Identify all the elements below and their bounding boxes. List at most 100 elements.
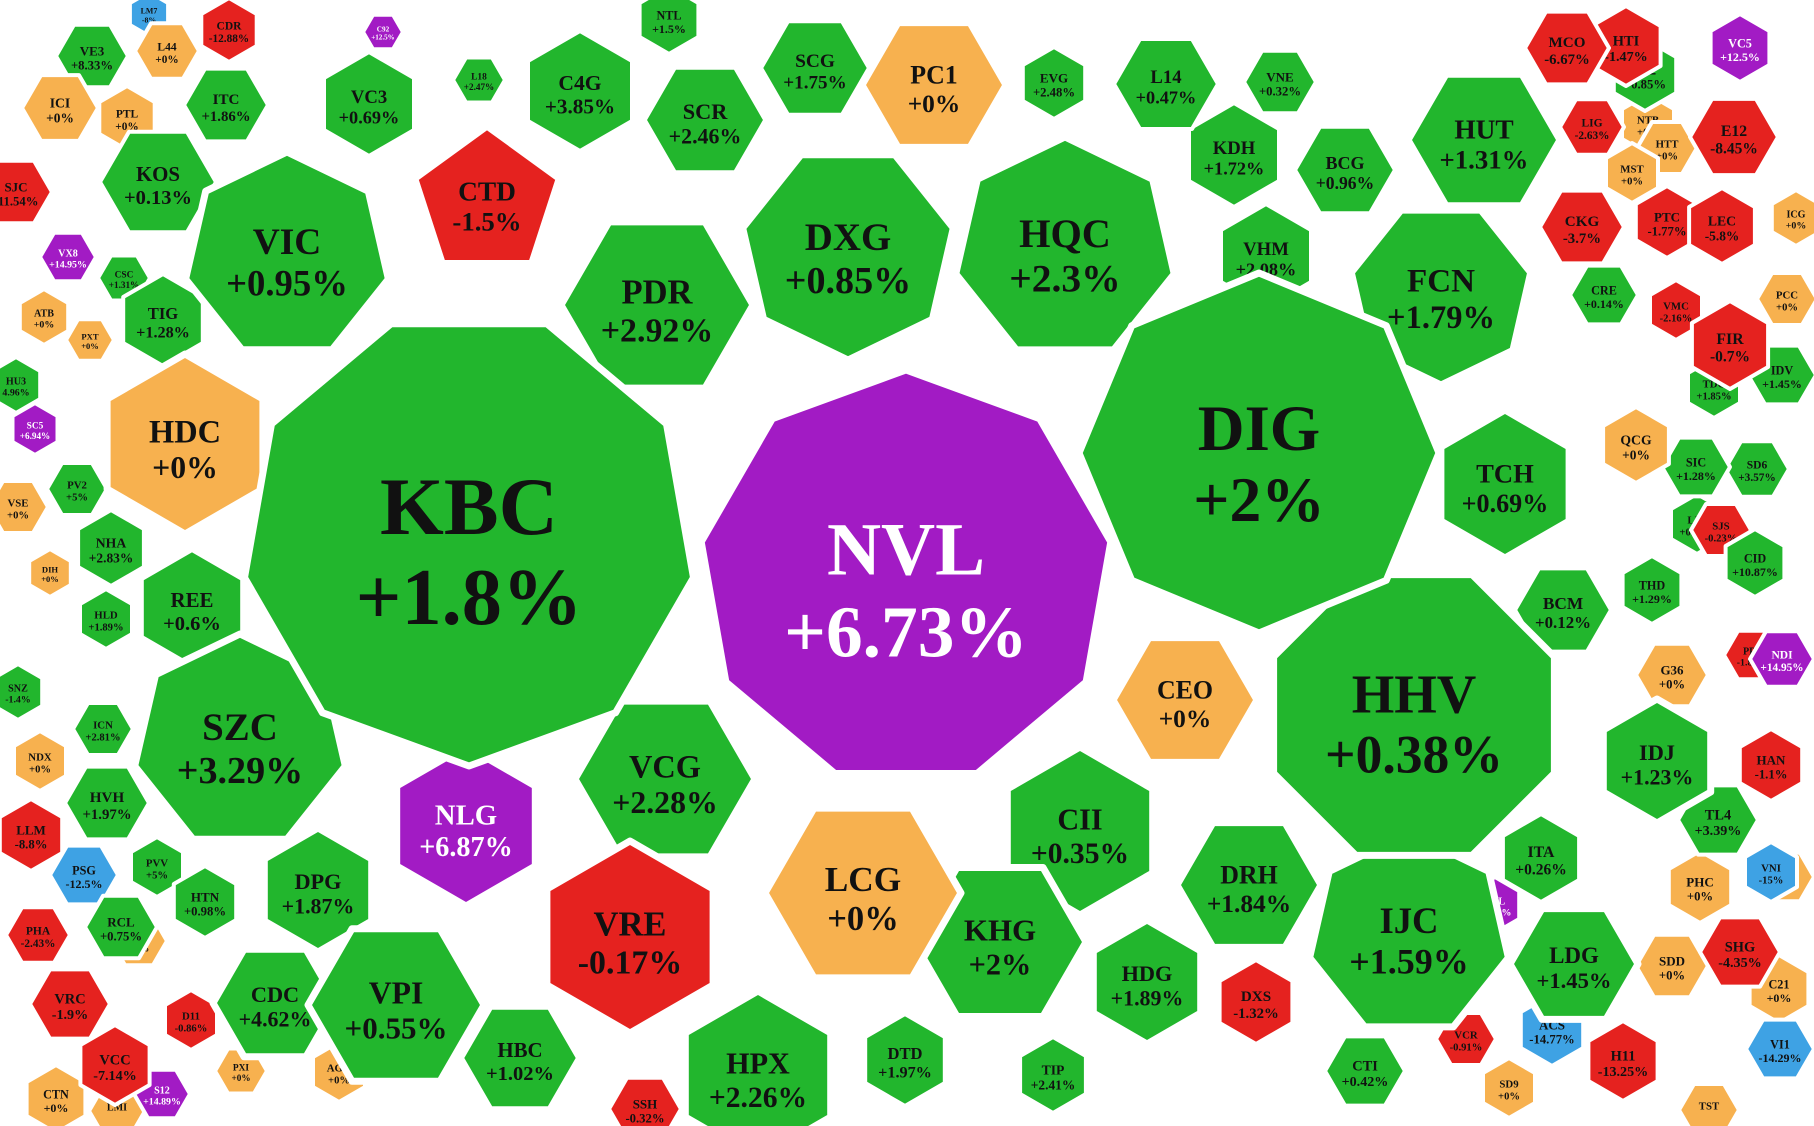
cell-sc5[interactable]: SC5+6.94% (10, 401, 60, 457)
cell-vic[interactable]: VIC+0.95% (182, 148, 392, 354)
cell-nlg[interactable]: NLG+6.87% (393, 742, 539, 910)
cell-rcl[interactable]: RCL+0.75% (83, 893, 159, 961)
cell-ceo[interactable]: CEO+0% (1109, 634, 1261, 766)
cell-tch[interactable]: TCH+0.69% (1437, 406, 1573, 562)
cell-ssh[interactable]: SSH-0.32% (607, 1075, 683, 1126)
cell-ijc[interactable]: IJC+1.59% (1306, 829, 1512, 1031)
cell-cti[interactable]: CTI+0.42% (1323, 1034, 1407, 1108)
cell-nha[interactable]: NHA+2.83% (76, 508, 146, 588)
cell-vmc[interactable]: VMC-2.16% (1648, 278, 1704, 342)
cell-g36[interactable]: G36+0% (1634, 641, 1710, 709)
cell-snz[interactable]: SNZ-1.4% (0, 662, 45, 722)
cell-itc[interactable]: ITC+1.86% (182, 66, 270, 144)
cell-kbc[interactable]: KBC+1.8% (241, 320, 697, 770)
cell-dtd[interactable]: DTD+1.97% (863, 1012, 947, 1108)
cell-evg[interactable]: EVG+2.48% (1020, 45, 1088, 121)
cell-bcm[interactable]: BCM+0.12% (1513, 566, 1613, 654)
cell-hpx[interactable]: HPX+2.26% (681, 987, 835, 1126)
cell-llm[interactable]: LLM-8.8% (0, 797, 65, 873)
cell-fir[interactable]: FIR-0.7% (1689, 299, 1771, 391)
cell-vne[interactable]: VNE+0.32% (1242, 48, 1318, 116)
cell-kdh[interactable]: KDH+1.72% (1187, 101, 1281, 209)
cell-lig[interactable]: LIG-2.63% (1558, 97, 1626, 157)
cell-mst[interactable]: MST+0% (1604, 141, 1660, 205)
cell-hld[interactable]: HLD+1.89% (78, 587, 134, 651)
cell-qcg[interactable]: QCG+0% (1601, 405, 1671, 485)
cell-icn[interactable]: ICN+2.81% (71, 701, 135, 757)
cell-l44[interactable]: L44+0% (133, 21, 201, 81)
cell-icg[interactable]: ICG+0% (1769, 188, 1814, 248)
cell-htn[interactable]: HTN+0.98% (171, 864, 239, 940)
cell-drh[interactable]: DRH+1.84% (1173, 819, 1325, 951)
cell-ckg[interactable]: CKG-3.7% (1538, 188, 1626, 266)
cell-h11[interactable]: H11-13.25% (1586, 1019, 1660, 1103)
cell-tst[interactable]: TST (1677, 1082, 1741, 1126)
cell-nvl[interactable]: NVL+6.73% (697, 366, 1115, 777)
cell-sjc[interactable]: SJC-11.54% (0, 158, 54, 226)
cell-e12[interactable]: E12-8.45% (1688, 96, 1780, 178)
cell-ndi[interactable]: NDI+14.95% (1748, 629, 1814, 689)
cell-hvh[interactable]: HVH+1.97% (63, 764, 151, 842)
cell-ptc[interactable]: PTC-1.77% (1633, 184, 1701, 260)
cell-pv2[interactable]: PV2+5% (45, 461, 109, 517)
cell-vc3[interactable]: VC3+0.69% (322, 50, 416, 158)
cell-ita[interactable]: ITA+0.26% (1500, 812, 1582, 904)
cell-pxt[interactable]: PXT+0% (64, 317, 116, 363)
cell-shg[interactable]: SHG-4.35% (1698, 915, 1782, 989)
cell-thd[interactable]: THD+1.29% (1620, 554, 1684, 626)
cell-vi1[interactable]: VI1-14.29% (1744, 1017, 1814, 1081)
cell-dpg[interactable]: DPG+1.87% (260, 824, 376, 956)
cell-scg[interactable]: SCG+1.75% (759, 19, 871, 117)
cell-vni[interactable]: VNI-15% (1743, 840, 1799, 904)
cell-ve3[interactable]: VE3+8.33% (54, 22, 130, 90)
cell-hqc[interactable]: HQC+2.3% (952, 133, 1178, 354)
cell-c4g[interactable]: C4G+3.85% (526, 29, 634, 153)
cell-kos[interactable]: KOS+0.13% (98, 129, 218, 235)
cell-cid[interactable]: CID+10.87% (1723, 527, 1787, 599)
cell-vx8[interactable]: VX8+14.95% (38, 230, 98, 284)
cell-pcc[interactable]: PCC+0% (1755, 271, 1814, 327)
cell-sic[interactable]: SIC+1.28% (1660, 435, 1732, 499)
cell-hti[interactable]: HTI-1.47% (1589, 4, 1663, 88)
cell-dih[interactable]: DIH+0% (27, 547, 73, 599)
cell-scr[interactable]: SCR+2.46% (639, 62, 771, 178)
cell-vcc[interactable]: VCC-7.14% (78, 1023, 152, 1107)
cell-bcg[interactable]: BCG+0.96% (1293, 124, 1397, 216)
cell-hhv[interactable]: HHV+0.38% (1270, 571, 1558, 859)
cell-ndx[interactable]: NDX+0% (12, 729, 68, 793)
cell-vpi[interactable]: VPI+0.55% (304, 925, 488, 1085)
cell-dxg[interactable]: DXG+0.85% (739, 151, 957, 364)
cell-han[interactable]: HAN-1.1% (1737, 727, 1805, 803)
cell-hdc[interactable]: HDC+0% (103, 350, 267, 538)
cell-ici[interactable]: ICI+0% (20, 73, 100, 143)
cell-hdg[interactable]: HDG+1.89% (1089, 916, 1205, 1048)
cell-pvv[interactable]: PVV+5% (129, 835, 185, 899)
cell-mco[interactable]: MCO-6.67% (1523, 9, 1611, 87)
cell-l18[interactable]: L18+2.47% (451, 55, 507, 105)
cell-ctn[interactable]: CTN+0% (24, 1063, 88, 1126)
cell-sd9[interactable]: SD9+0% (1481, 1056, 1537, 1120)
cell-c92[interactable]: C92+12.5% (361, 12, 405, 52)
cell-atb[interactable]: ATB+0% (17, 287, 71, 347)
cell-psg[interactable]: PSG-12.5% (48, 843, 120, 907)
cell-lcg[interactable]: LCG+0% (761, 804, 965, 982)
cell-ldg[interactable]: LDG+1.45% (1506, 905, 1642, 1023)
cell-vre[interactable]: VRE-0.17% (543, 837, 717, 1037)
cell-hut[interactable]: HUT+1.31% (1404, 70, 1564, 210)
cell-vrc[interactable]: VRC-1.9% (28, 967, 112, 1041)
cell-ntl[interactable]: NTL+1.5% (637, 0, 701, 56)
cell-sd6[interactable]: SD6+3.57% (1723, 439, 1791, 499)
cell-phc[interactable]: PHC+0% (1666, 849, 1734, 925)
cell-pha[interactable]: PHA-2.43% (4, 905, 72, 965)
cell-pdr[interactable]: PDR+2.92% (557, 218, 757, 392)
cell-l14[interactable]: L14+0.47% (1112, 37, 1220, 131)
cell-ctd[interactable]: CTD-1.5% (411, 122, 563, 267)
cell-hbc[interactable]: HBC+1.02% (460, 1005, 580, 1111)
cell-sdd[interactable]: SDD+0% (1634, 932, 1710, 1000)
cell-idj[interactable]: IDJ+1.23% (1599, 695, 1715, 827)
cell-lec[interactable]: LEC-5.8% (1687, 186, 1757, 266)
cell-vse[interactable]: VSE+0% (0, 479, 50, 535)
cell-cdr[interactable]: CDR-12.88% (199, 0, 259, 64)
cell-tip[interactable]: TIP+2.41% (1018, 1035, 1088, 1115)
